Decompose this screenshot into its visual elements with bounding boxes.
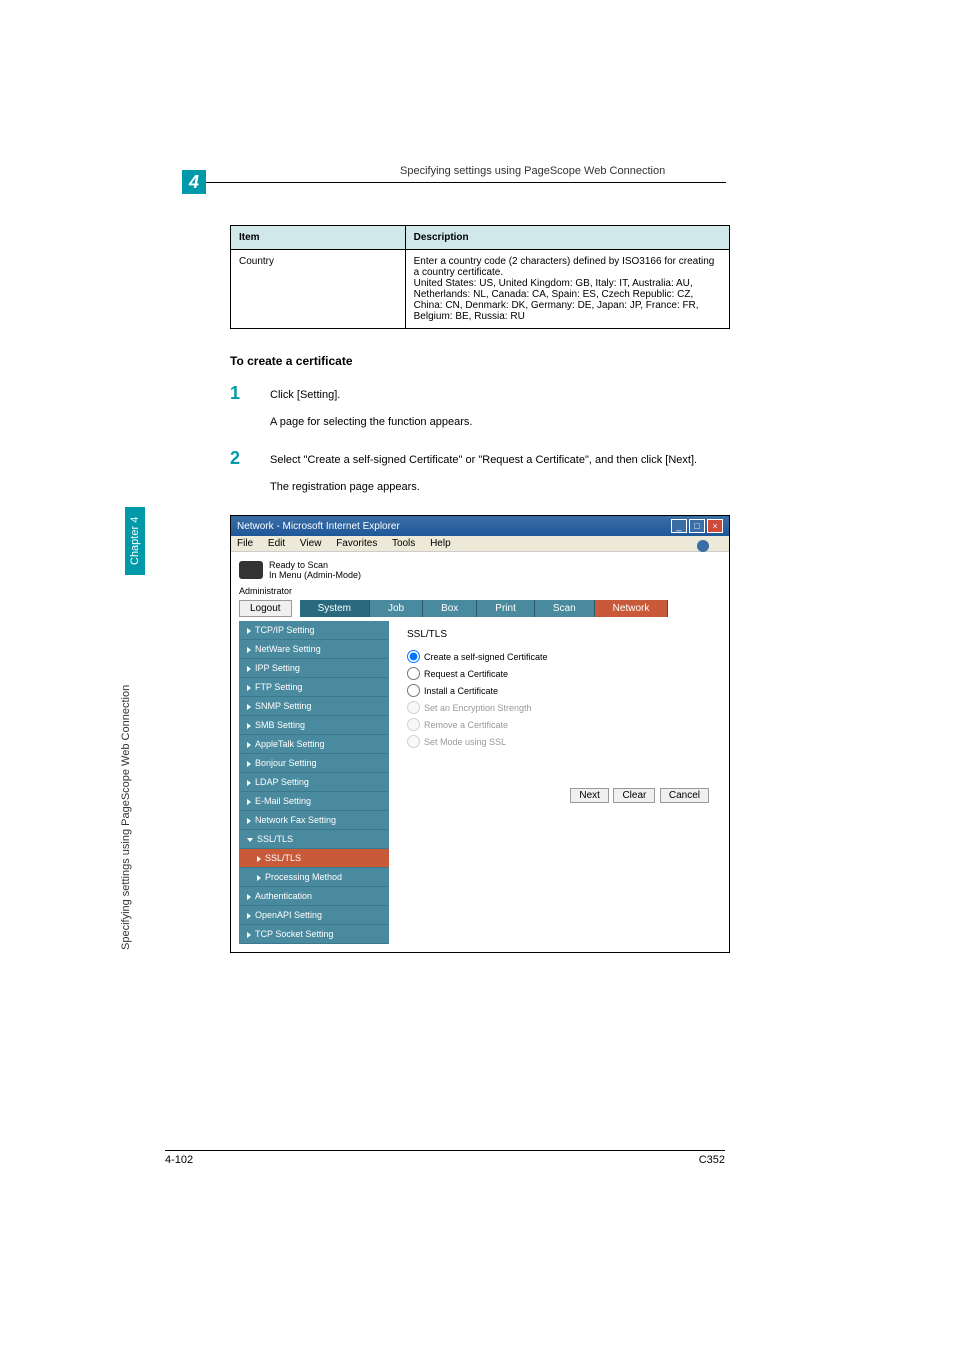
- nav-email[interactable]: E-Mail Setting: [239, 792, 389, 811]
- tab-print[interactable]: Print: [477, 600, 535, 617]
- panel-buttons: Next Clear Cancel: [407, 788, 709, 803]
- step-result: A page for selecting the function appear…: [270, 414, 472, 431]
- nav-openapi[interactable]: OpenAPI Setting: [239, 906, 389, 925]
- settings-panel: SSL/TLS Create a self-signed Certificate…: [395, 621, 721, 944]
- step-text: Select "Create a self-signed Certificate…: [270, 448, 697, 505]
- next-button[interactable]: Next: [570, 788, 609, 803]
- radio-input: [407, 701, 420, 714]
- nav-processing[interactable]: Processing Method: [239, 868, 389, 887]
- status-mode: In Menu (Admin-Mode): [269, 570, 361, 580]
- close-icon[interactable]: ×: [707, 519, 723, 533]
- main-layout: TCP/IP Setting NetWare Setting IPP Setti…: [239, 621, 721, 944]
- radio-input[interactable]: [407, 684, 420, 697]
- menu-favorites[interactable]: Favorites: [336, 538, 377, 549]
- step-result: The registration page appears.: [270, 479, 697, 496]
- page-footer: 4-102 C352: [165, 1150, 725, 1166]
- step-number: 2: [230, 448, 270, 505]
- browser-menubar: File Edit View Favorites Tools Help: [231, 536, 729, 552]
- radio-install[interactable]: Install a Certificate: [407, 684, 709, 697]
- sidebar-section-title: Specifying settings using PageScope Web …: [120, 685, 132, 950]
- radio-strength: Set an Encryption Strength: [407, 701, 709, 714]
- cancel-button[interactable]: Cancel: [660, 788, 709, 803]
- menu-help[interactable]: Help: [430, 538, 451, 549]
- nav-smb[interactable]: SMB Setting: [239, 716, 389, 735]
- maximize-icon[interactable]: □: [689, 519, 705, 533]
- cell-item: Country: [231, 250, 406, 329]
- nav-appletalk[interactable]: AppleTalk Setting: [239, 735, 389, 754]
- window-title: Network - Microsoft Internet Explorer: [237, 521, 400, 532]
- browser-screenshot: Network - Microsoft Internet Explorer _ …: [230, 515, 730, 953]
- menu-edit[interactable]: Edit: [268, 538, 285, 549]
- main-content: Item Description Country Enter a country…: [230, 225, 730, 953]
- nav-bonjour[interactable]: Bonjour Setting: [239, 754, 389, 773]
- tab-bar: Logout System Job Box Print Scan Network: [239, 600, 721, 617]
- clear-button[interactable]: Clear: [613, 788, 655, 803]
- radio-input[interactable]: [407, 650, 420, 663]
- nav-auth[interactable]: Authentication: [239, 887, 389, 906]
- logout-button[interactable]: Logout: [239, 600, 292, 617]
- menu-file[interactable]: File: [237, 538, 253, 549]
- status-ready: Ready to Scan: [269, 560, 361, 570]
- page-body: Ready to Scan In Menu (Admin-Mode) Admin…: [231, 552, 729, 952]
- radio-input[interactable]: [407, 667, 420, 680]
- header-rule: [206, 182, 726, 183]
- step-instruction: Select "Create a self-signed Certificate…: [270, 452, 697, 469]
- radio-input: [407, 735, 420, 748]
- radio-input: [407, 718, 420, 731]
- nav-snmp[interactable]: SNMP Setting: [239, 697, 389, 716]
- model-number: C352: [699, 1154, 725, 1166]
- section-number-badge: 4: [182, 170, 206, 194]
- page-number: 4-102: [165, 1154, 193, 1166]
- cell-description: Enter a country code (2 characters) defi…: [405, 250, 729, 329]
- table-row: Country Enter a country code (2 characte…: [231, 250, 730, 329]
- section-heading: To create a certificate: [230, 354, 730, 368]
- step-instruction: Click [Setting].: [270, 387, 472, 404]
- th-description: Description: [405, 226, 729, 250]
- nav-ftp[interactable]: FTP Setting: [239, 678, 389, 697]
- tab-box[interactable]: Box: [423, 600, 477, 617]
- device-status: Ready to Scan In Menu (Admin-Mode): [239, 560, 721, 580]
- chapter-label: Chapter 4: [125, 507, 145, 575]
- window-titlebar: Network - Microsoft Internet Explorer _ …: [231, 516, 729, 536]
- step-1: 1 Click [Setting]. A page for selecting …: [230, 383, 730, 440]
- radio-setmode: Set Mode using SSL: [407, 735, 709, 748]
- nav-netfax[interactable]: Network Fax Setting: [239, 811, 389, 830]
- nav-ldap[interactable]: LDAP Setting: [239, 773, 389, 792]
- menu-view[interactable]: View: [300, 538, 322, 549]
- step-text: Click [Setting]. A page for selecting th…: [270, 383, 472, 440]
- th-item: Item: [231, 226, 406, 250]
- nav-tcpsocket[interactable]: TCP Socket Setting: [239, 925, 389, 944]
- settings-nav: TCP/IP Setting NetWare Setting IPP Setti…: [239, 621, 389, 944]
- nav-tcpip[interactable]: TCP/IP Setting: [239, 621, 389, 640]
- step-number: 1: [230, 383, 270, 440]
- printer-icon: [239, 561, 263, 579]
- menu-tools[interactable]: Tools: [392, 538, 415, 549]
- window-buttons: _ □ ×: [671, 519, 723, 533]
- tab-scan[interactable]: Scan: [535, 600, 595, 617]
- description-table: Item Description Country Enter a country…: [230, 225, 730, 329]
- minimize-icon[interactable]: _: [671, 519, 687, 533]
- tab-system[interactable]: System: [300, 600, 370, 617]
- nav-ssltls[interactable]: SSL/TLS: [239, 849, 389, 868]
- tab-network[interactable]: Network: [595, 600, 669, 617]
- nav-ssltls-parent[interactable]: SSL/TLS: [239, 830, 389, 849]
- panel-title: SSL/TLS: [407, 629, 709, 640]
- page-header-title: Specifying settings using PageScope Web …: [400, 165, 665, 177]
- radio-remove: Remove a Certificate: [407, 718, 709, 731]
- ie-logo-icon: [695, 538, 711, 557]
- tab-job[interactable]: Job: [370, 600, 423, 617]
- nav-netware[interactable]: NetWare Setting: [239, 640, 389, 659]
- radio-create[interactable]: Create a self-signed Certificate: [407, 650, 709, 663]
- radio-request[interactable]: Request a Certificate: [407, 667, 709, 680]
- nav-ipp[interactable]: IPP Setting: [239, 659, 389, 678]
- step-2: 2 Select "Create a self-signed Certifica…: [230, 448, 730, 505]
- admin-label: Administrator: [239, 586, 721, 596]
